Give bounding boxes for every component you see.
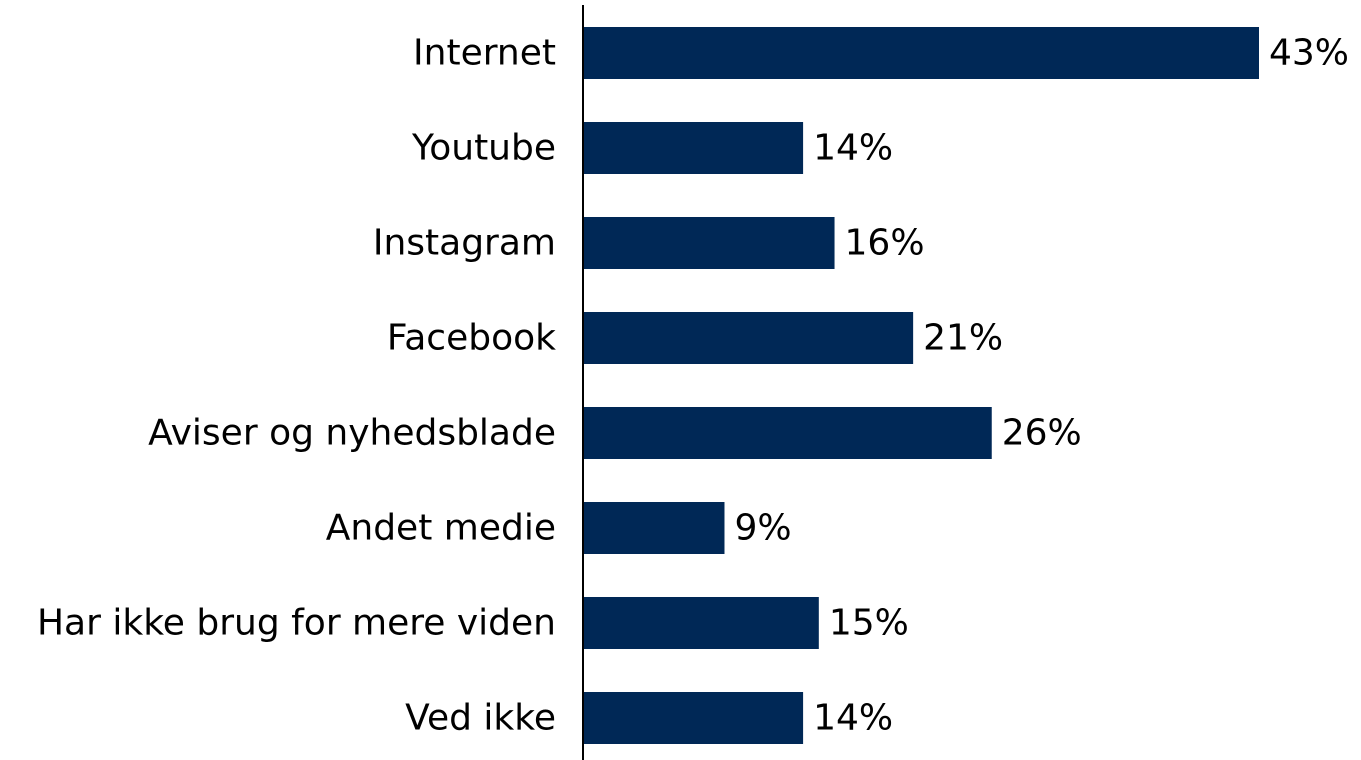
category-label-2: Instagram <box>373 223 556 264</box>
category-label-4: Aviser og nyhedsblade <box>148 413 556 454</box>
value-label-4: 26% <box>1002 413 1082 454</box>
bar-4 <box>583 407 992 459</box>
category-label-6: Har ikke brug for mere viden <box>37 603 556 644</box>
value-label-1: 14% <box>813 128 893 169</box>
bar-3 <box>583 312 914 364</box>
labels-layer: Internet 43% Youtube 14% Instagram 16% Faceboo… <box>37 33 1349 739</box>
bar-1 <box>583 122 804 174</box>
bar-5 <box>583 502 725 554</box>
value-label-7: 14% <box>813 698 893 739</box>
value-label-2: 16% <box>845 223 925 264</box>
value-label-0: 43% <box>1269 33 1349 74</box>
category-label-1: Youtube <box>411 128 556 169</box>
value-label-3: 21% <box>923 318 1003 359</box>
bars-layer <box>583 27 1259 744</box>
bar-6 <box>583 597 819 649</box>
bar-0 <box>583 27 1259 79</box>
value-label-5: 9% <box>734 508 791 549</box>
value-label-6: 15% <box>829 603 909 644</box>
category-label-7: Ved ikke <box>405 698 556 739</box>
bar-7 <box>583 692 804 744</box>
category-label-5: Andet medie <box>326 508 556 549</box>
category-label-3: Facebook <box>387 318 556 359</box>
category-label-0: Internet <box>413 33 556 74</box>
bar-2 <box>583 217 835 269</box>
